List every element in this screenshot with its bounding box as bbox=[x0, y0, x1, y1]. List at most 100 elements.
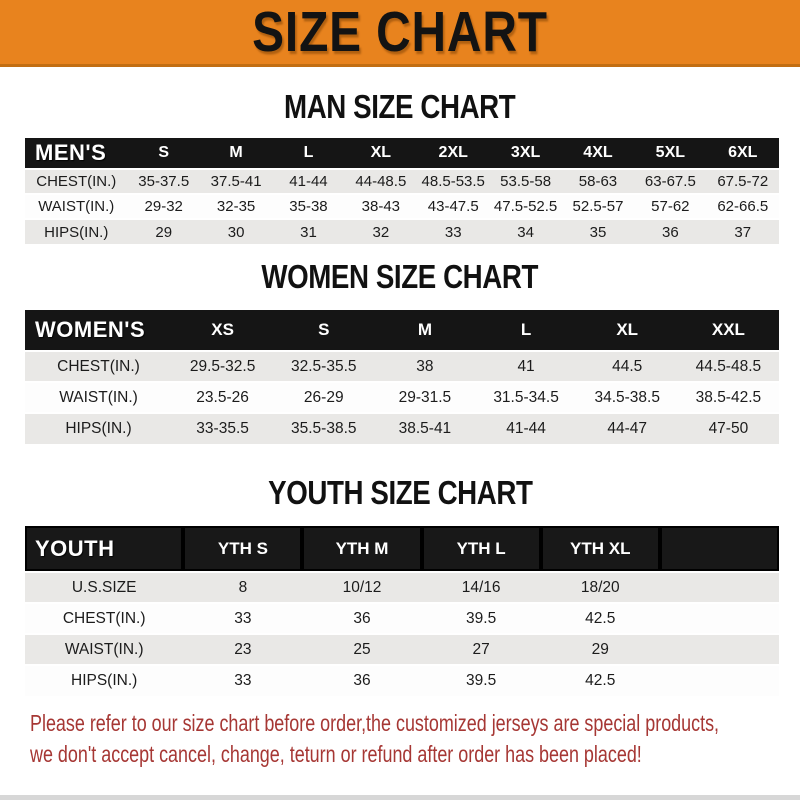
size-value: 67.5-72 bbox=[706, 168, 779, 194]
column-header: M bbox=[374, 310, 476, 351]
row-label: CHEST(IN.) bbox=[25, 350, 173, 382]
notice-line-1: Please refer to our size chart before or… bbox=[30, 710, 720, 736]
size-value: 29 bbox=[127, 218, 200, 244]
table-corner-label: WOMEN'S bbox=[25, 310, 173, 351]
table-row: CHEST(IN.) 35-37.5 37.5-41 41-44 44-48.5 48.5… bbox=[25, 168, 779, 194]
notice-line-2: we don't accept cancel, change, teturn o… bbox=[30, 741, 642, 767]
column-header: 4XL bbox=[561, 138, 635, 169]
size-value: 42.5 bbox=[540, 602, 660, 634]
empty-cell bbox=[659, 664, 779, 696]
column-header: YTH M bbox=[302, 526, 422, 572]
youth-section-heading-text: YOUTH SIZE CHART bbox=[267, 474, 533, 511]
column-header: L bbox=[475, 310, 577, 351]
size-value: 63-67.5 bbox=[634, 168, 707, 194]
column-header: 2XL bbox=[417, 138, 490, 169]
size-value: 33 bbox=[183, 602, 303, 634]
size-value: 8 bbox=[183, 571, 303, 603]
column-header: S bbox=[127, 138, 200, 169]
column-header: XXL bbox=[677, 310, 779, 351]
size-value: 26-29 bbox=[273, 381, 375, 413]
size-value: 41-44 bbox=[272, 168, 345, 194]
size-value: 35-38 bbox=[272, 193, 345, 219]
size-value: 38.5-42.5 bbox=[677, 381, 779, 413]
size-value: 53.5-58 bbox=[489, 168, 562, 194]
size-value: 10/12 bbox=[302, 571, 422, 603]
empty-cell bbox=[659, 602, 779, 634]
size-value: 34 bbox=[489, 218, 562, 244]
size-value: 27 bbox=[421, 633, 541, 665]
banner-title: SIZE CHART bbox=[252, 0, 548, 64]
size-value: 48.5-53.5 bbox=[417, 168, 490, 194]
youth-section-heading: YOUTH SIZE CHART bbox=[0, 474, 800, 512]
women-size-table: WOMEN'S XS S M L XL XXL CHEST(IN.) 29.5-32.5 32.5… bbox=[25, 310, 779, 444]
size-value: 29-31.5 bbox=[374, 381, 476, 413]
women-size-chart-section: WOMEN SIZE CHART WOMEN'S XS S M L XL XXL CHEST(… bbox=[0, 258, 800, 444]
size-value: 52.5-57 bbox=[561, 193, 635, 219]
size-value: 47-50 bbox=[677, 412, 779, 444]
size-value: 30 bbox=[199, 218, 273, 244]
footer-notice: Please refer to our size chart before or… bbox=[30, 708, 800, 770]
column-header: XL bbox=[344, 138, 418, 169]
row-label: HIPS(IN.) bbox=[25, 412, 173, 444]
size-value: 32-35 bbox=[199, 193, 273, 219]
size-value: 32.5-35.5 bbox=[273, 350, 375, 382]
row-label: WAIST(IN.) bbox=[25, 633, 184, 665]
column-header: 3XL bbox=[489, 138, 562, 169]
size-value: 36 bbox=[634, 218, 707, 244]
size-value: 23 bbox=[183, 633, 303, 665]
men-section-heading-text: MAN SIZE CHART bbox=[284, 88, 516, 125]
row-label: CHEST(IN.) bbox=[25, 602, 184, 634]
size-value: 34.5-38.5 bbox=[576, 381, 678, 413]
size-value: 44.5 bbox=[576, 350, 678, 382]
size-value: 29.5-32.5 bbox=[172, 350, 274, 382]
size-value: 38-43 bbox=[344, 193, 418, 219]
column-header: S bbox=[273, 310, 375, 351]
table-header-row: YOUTH YTH S YTH M YTH L YTH XL bbox=[25, 526, 779, 572]
size-value: 33 bbox=[417, 218, 490, 244]
empty-cell bbox=[659, 633, 779, 665]
column-header: 6XL bbox=[706, 138, 779, 169]
empty-cell bbox=[659, 571, 779, 603]
size-value: 33 bbox=[183, 664, 303, 696]
size-value: 36 bbox=[302, 602, 422, 634]
size-value: 31.5-34.5 bbox=[475, 381, 577, 413]
size-value: 29 bbox=[540, 633, 660, 665]
size-value: 38.5-41 bbox=[374, 412, 476, 444]
row-label: CHEST(IN.) bbox=[25, 168, 128, 194]
size-value: 47.5-52.5 bbox=[489, 193, 562, 219]
table-row: U.S.SIZE 8 10/12 14/16 18/20 bbox=[25, 571, 779, 603]
table-header-row: MEN'S S M L XL 2XL 3XL 4XL 5XL 6XL bbox=[25, 138, 779, 169]
table-row: HIPS(IN.) 33-35.5 35.5-38.5 38.5-41 41-44 44-… bbox=[25, 412, 779, 444]
table-row: HIPS(IN.) 29 30 31 32 33 34 35 36 37 bbox=[25, 218, 779, 244]
row-label: HIPS(IN.) bbox=[25, 218, 128, 244]
youth-size-table: YOUTH YTH S YTH M YTH L YTH XL U.S.SIZE 8 10/12… bbox=[25, 526, 779, 696]
column-header: M bbox=[199, 138, 273, 169]
size-value: 57-62 bbox=[634, 193, 707, 219]
size-value: 41-44 bbox=[475, 412, 577, 444]
size-value: 35.5-38.5 bbox=[273, 412, 375, 444]
size-value: 43-47.5 bbox=[417, 193, 490, 219]
size-value: 29-32 bbox=[127, 193, 200, 219]
table-row: CHEST(IN.) 33 36 39.5 42.5 bbox=[25, 602, 779, 634]
table-row: HIPS(IN.) 33 36 39.5 42.5 bbox=[25, 664, 779, 696]
size-value: 39.5 bbox=[421, 664, 541, 696]
column-header: XS bbox=[172, 310, 274, 351]
size-value: 42.5 bbox=[540, 664, 660, 696]
size-value: 62-66.5 bbox=[706, 193, 779, 219]
size-value: 37.5-41 bbox=[199, 168, 273, 194]
column-header: YTH S bbox=[183, 526, 303, 572]
size-value: 18/20 bbox=[540, 571, 660, 603]
men-section-heading: MAN SIZE CHART bbox=[0, 88, 800, 126]
column-header: L bbox=[272, 138, 345, 169]
women-section-heading-text: WOMEN SIZE CHART bbox=[261, 258, 539, 295]
size-value: 37 bbox=[706, 218, 779, 244]
column-header-empty bbox=[659, 526, 779, 572]
size-value: 44-47 bbox=[576, 412, 678, 444]
size-value: 32 bbox=[344, 218, 418, 244]
column-header: 5XL bbox=[634, 138, 707, 169]
row-label: WAIST(IN.) bbox=[25, 381, 173, 413]
size-value: 23.5-26 bbox=[172, 381, 274, 413]
table-header-row: WOMEN'S XS S M L XL XXL bbox=[25, 310, 779, 351]
table-row: WAIST(IN.) 23.5-26 26-29 29-31.5 31.5-34.5 34… bbox=[25, 381, 779, 413]
